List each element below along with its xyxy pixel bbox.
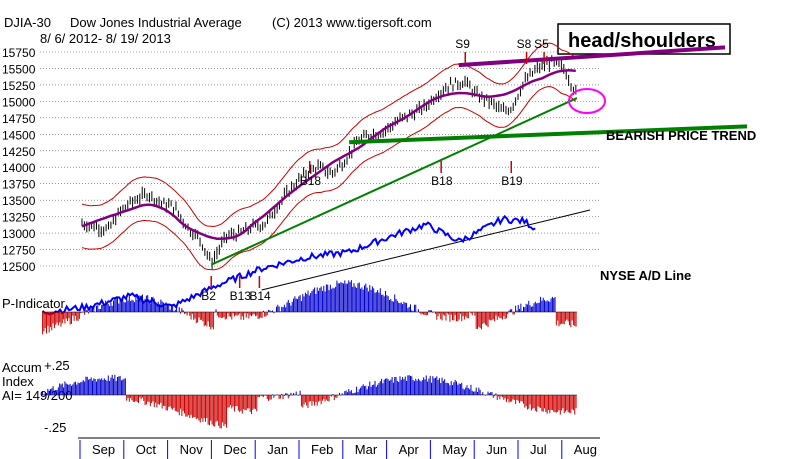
ma-line <box>81 69 576 240</box>
ad-line <box>41 214 536 316</box>
ad-line-path <box>41 214 536 316</box>
y-tick-label: 12500 <box>2 260 36 274</box>
signal-label: B19 <box>501 174 523 188</box>
month-label: Sep <box>92 442 115 457</box>
accum-histogram <box>42 374 577 429</box>
trend-lines <box>210 45 748 291</box>
month-label: Dec <box>223 442 247 457</box>
upper-band <box>81 42 577 227</box>
y-axis-ticks: 15750 15500 15250 15000 14750 14500 14250 14000… <box>2 46 36 274</box>
y-tick-label: 14750 <box>2 112 36 126</box>
signal-label: B2 <box>201 289 216 303</box>
moving-average <box>81 69 576 240</box>
signal-label: B14 <box>249 289 271 303</box>
month-label: Jan <box>267 442 288 457</box>
grid-lines <box>40 51 600 267</box>
y-tick-label: 13250 <box>2 211 36 225</box>
bollinger-bands <box>81 42 577 271</box>
y-tick-label: 13750 <box>2 178 36 192</box>
month-label: Oct <box>136 442 157 457</box>
signal-label: B18 <box>300 174 322 188</box>
signal-label: S5 <box>534 37 549 51</box>
month-label: Apr <box>399 442 420 457</box>
index-label: Index <box>2 374 34 389</box>
y-tick-label: 12750 <box>2 244 36 258</box>
signal-label: S9 <box>455 37 470 51</box>
accum-bottom-label: -.25 <box>44 420 66 435</box>
index-name: Dow Jones Industrial Average <box>70 15 242 30</box>
month-label: Nov <box>180 442 204 457</box>
bearish-trend-label: BEARISH PRICE TREND <box>606 128 756 143</box>
date-range: 8/ 6/ 2012- 8/ 19/ 2013 <box>40 31 171 46</box>
month-label: Mar <box>355 442 378 457</box>
month-label: Jun <box>486 442 507 457</box>
neckline-top <box>458 45 726 68</box>
month-label: Jul <box>530 442 547 457</box>
ad-line-label: NYSE A/D Line <box>600 268 691 283</box>
y-tick-label: 14500 <box>2 128 36 142</box>
lower-band <box>81 85 577 271</box>
month-label: May <box>442 442 467 457</box>
month-label: Aug <box>574 442 597 457</box>
accum-top-label: +.25 <box>44 358 70 373</box>
copyright: (C) 2013 www.tigersoft.com <box>272 15 432 30</box>
y-tick-label: 15000 <box>2 95 36 109</box>
y-tick-label: 15750 <box>2 46 36 60</box>
accum-label: Accum <box>2 360 42 375</box>
y-tick-label: 14250 <box>2 145 36 159</box>
p-indicator-histogram <box>42 280 577 335</box>
signal-label: B13 <box>230 289 252 303</box>
uptrend-line <box>210 97 578 266</box>
month-label: Feb <box>311 442 333 457</box>
signal-label: S8 <box>517 37 532 51</box>
bearish-trend-line <box>349 124 748 145</box>
ad-trend-line <box>261 209 591 291</box>
y-tick-label: 15250 <box>2 79 36 93</box>
y-tick-label: 13500 <box>2 194 36 208</box>
y-tick-label: 15500 <box>2 62 36 76</box>
y-tick-label: 14000 <box>2 161 36 175</box>
y-tick-label: 13000 <box>2 227 36 241</box>
signal-label: B18 <box>431 174 453 188</box>
p-indicator-label: P-Indicator <box>2 296 66 311</box>
month-axis: Sep Oct Nov Dec Jan Feb Mar Apr May Jun Jul Aug <box>78 437 600 459</box>
head-shoulders-label: head/shoulders <box>568 30 716 52</box>
highlight-ellipse <box>568 88 606 114</box>
symbol-label: DJIA-30 <box>4 15 51 30</box>
